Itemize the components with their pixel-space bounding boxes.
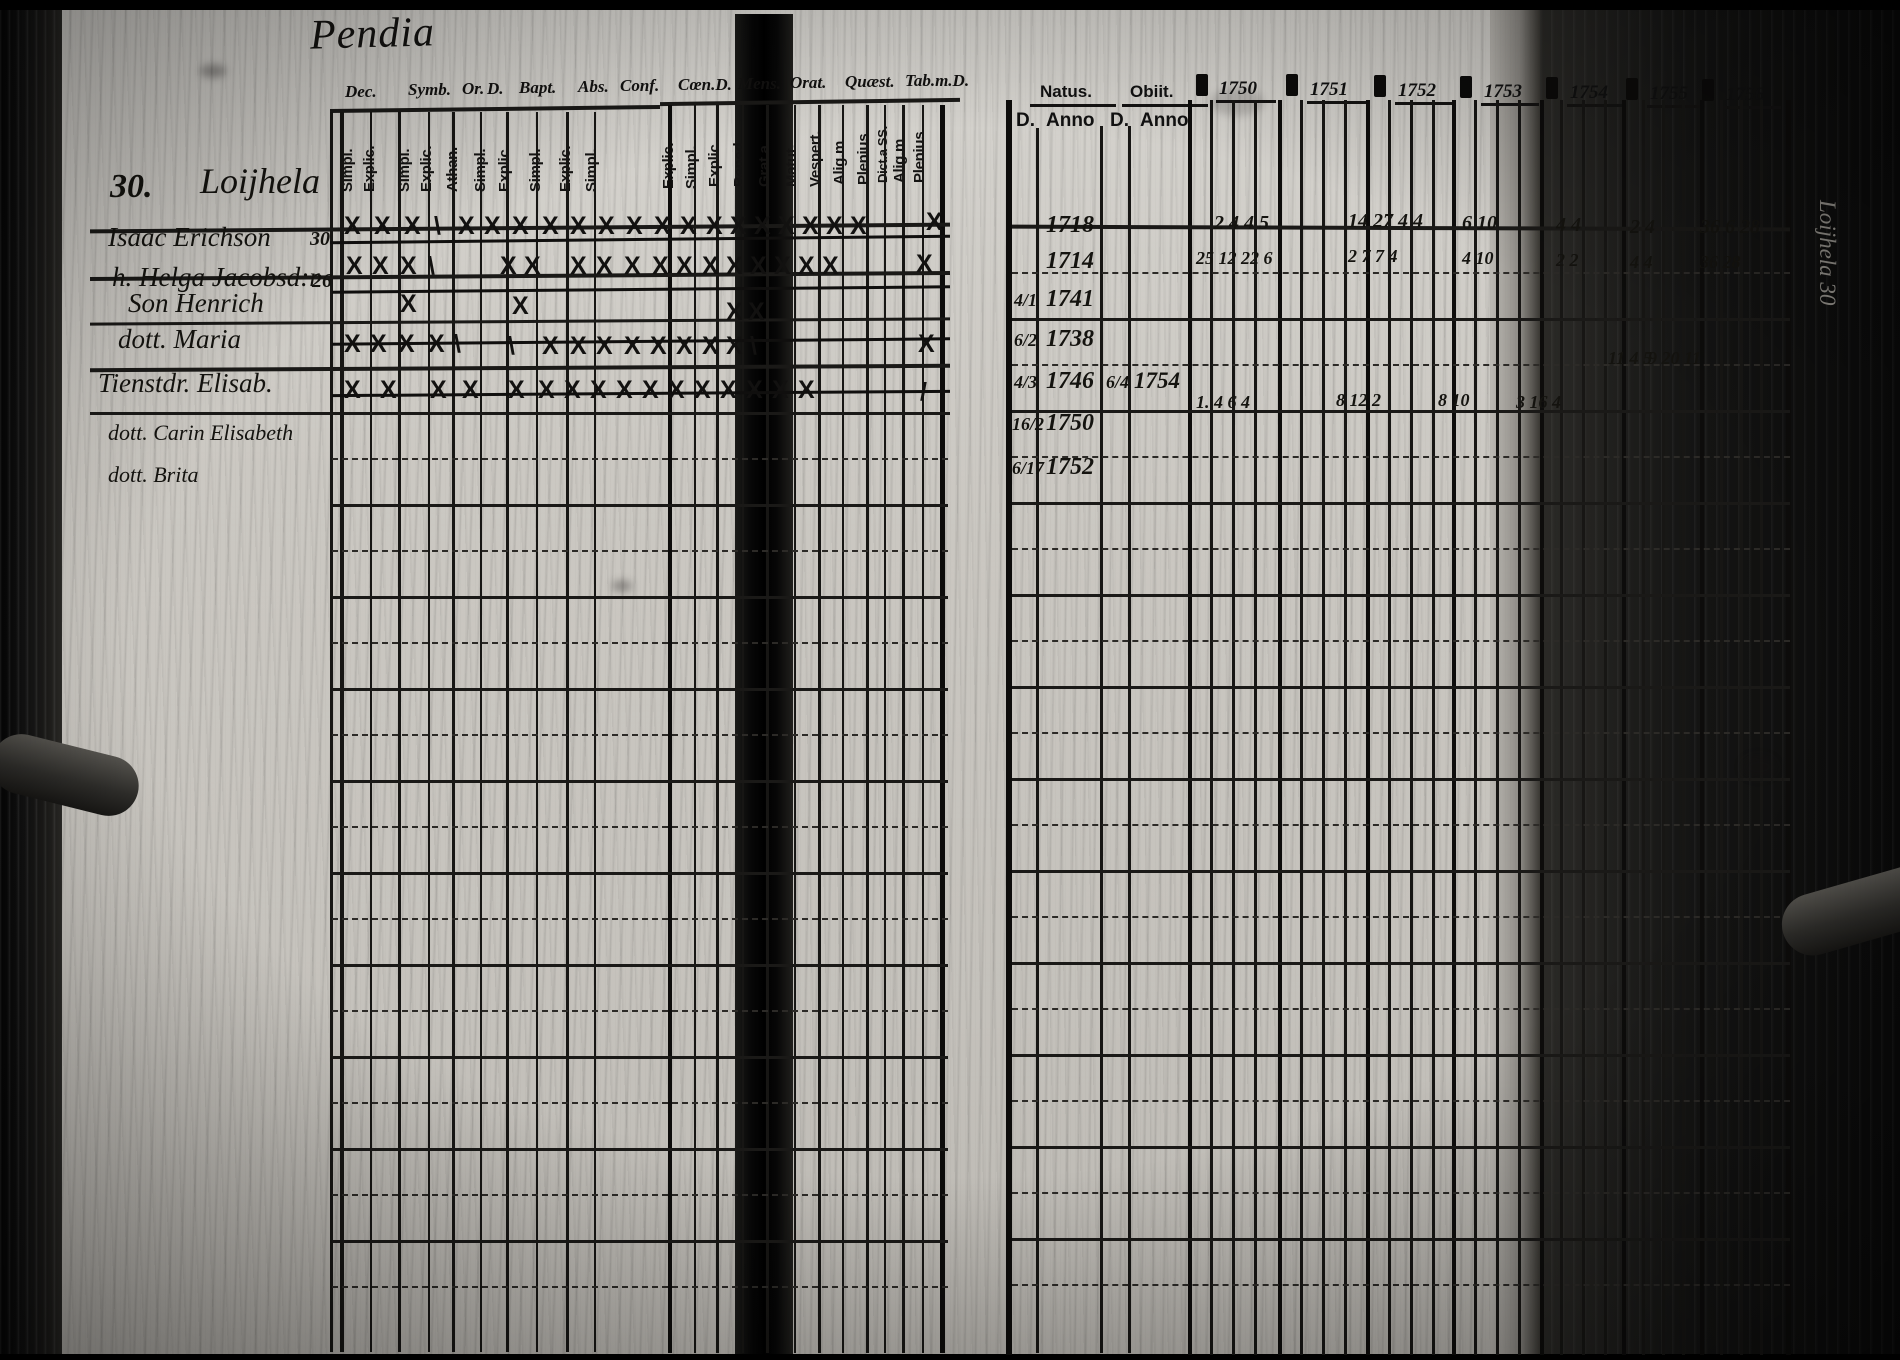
year-header-3: 1753 [1484, 81, 1522, 102]
sublabel-9: Simpl. [583, 148, 600, 192]
sublabel-6: Explic. [496, 145, 513, 192]
sublabel-11: Simpl. [683, 145, 700, 189]
entry-name-5: Tienstdr. Elisab. [98, 368, 273, 398]
header-quaest: Quæst. [845, 72, 895, 91]
obiit-header: Obiit. [1130, 82, 1174, 101]
header-dec: Dec. [345, 82, 377, 101]
natus-sub-d: D. [1016, 110, 1035, 131]
header-orat: Orat. [790, 73, 827, 92]
sublabel-18: Plenius [855, 133, 872, 185]
entry-extra-1: 30 [310, 228, 330, 250]
natus-header: Natus. [1040, 82, 1092, 101]
entry-name-7: dott. Brita [108, 462, 199, 487]
obiit-sub-anno: Anno [1140, 110, 1189, 131]
page-title: Pendia [309, 9, 436, 59]
natus-anno-4: 1746 [1046, 368, 1094, 394]
top-black-band [0, 0, 1900, 10]
entry-number-0: 30. [110, 168, 153, 205]
cell-1753-r4: 3 16 4 [1516, 392, 1561, 412]
sublabel-14: Grat.a [756, 145, 773, 187]
bottom-black-band [0, 1354, 1900, 1360]
cell-1754-r0: 2 4 [1630, 216, 1655, 238]
cell-1752-r4: 8 10 [1438, 390, 1470, 410]
header-coend: Cœn.D. [678, 75, 732, 94]
natus-d-4: 4/3 [1014, 372, 1038, 392]
natus-anno-1: 1714 [1046, 248, 1094, 274]
margin-note: Loijhela 30 [1815, 200, 1840, 306]
cell-1753-r0: 4 4 [1556, 214, 1581, 236]
natus-anno-0: 1718 [1046, 212, 1094, 238]
cell-1753-r1: 2 2 [1556, 250, 1579, 270]
header-symb: Symb. [408, 80, 451, 99]
entry-name-2: h. Helga Jacobsd:r [112, 262, 320, 292]
header-bapt: Bapt. [519, 78, 557, 97]
natus-anno-3: 1738 [1046, 326, 1094, 352]
entry-name-3: Son Henrich [128, 288, 264, 318]
left-page [60, 0, 780, 1360]
sublabel-16: Vespert. [807, 131, 824, 187]
sublabel-17: Alig.m [831, 140, 848, 185]
natus-d-2: 4/1 [1014, 290, 1038, 310]
cell-1751-r4: 8 12 2 [1336, 390, 1381, 410]
cell-1751-r1: 2 7 7 4 [1348, 246, 1398, 266]
obiit-sub-d: D. [1110, 110, 1129, 131]
sublabel-15: Matut. [783, 144, 800, 187]
cell-1752-r1: 4 10 [1462, 248, 1494, 268]
header-or: Or. [462, 79, 485, 98]
header-abs: Abs. [578, 77, 609, 96]
sublabel-21: Plenius [911, 131, 928, 183]
header-d: D. [487, 79, 504, 98]
sublabel-13: Bened. [731, 138, 748, 187]
natus-d-6: 6/17 [1012, 458, 1045, 478]
cell-1755-r1: 36 28 [1700, 252, 1741, 272]
year-header-2: 1752 [1398, 80, 1436, 101]
entry-name-4: dott. Maria [118, 324, 242, 354]
natus-d-5: 16/2 [1012, 414, 1045, 434]
cell-1752-r0: 6 10 [1462, 212, 1497, 234]
cell-1755-r0: 36 6 28 [1700, 216, 1760, 238]
natus-anno-2: 1741 [1046, 286, 1094, 312]
year-header-6: 1756 [1726, 84, 1764, 105]
cell-1755-r3: 9 20 11 [1648, 348, 1702, 368]
cell-1754-r3: 11 4 5 [1608, 348, 1653, 368]
natus-d-3: 6/2 [1014, 330, 1038, 350]
cell-1750-r1: 25 12 22 6 [1196, 248, 1273, 268]
entry-name-6: dott. Carin Elisabeth [108, 420, 294, 445]
cell-1754-r1: 4 4 [1630, 252, 1653, 272]
header-conf: Conf. [620, 76, 660, 95]
obiit-d-4: 6/4 [1106, 372, 1130, 392]
left-dark-margin [0, 0, 62, 1360]
cell-1750-r4: 1. 4 6 4 [1196, 392, 1250, 412]
right-page [790, 0, 1510, 1360]
entry-extra-2: 26 [312, 270, 332, 292]
year-header-1: 1751 [1310, 79, 1348, 100]
natus-anno-5: 1750 [1046, 410, 1094, 436]
natus-sub-anno: Anno [1046, 110, 1095, 131]
year-header-5: 1755 [1650, 83, 1688, 104]
year-header-4: 1754 [1570, 82, 1608, 103]
entry-name-0: Loijhela [200, 161, 321, 201]
year-header-0: 1750 [1219, 78, 1257, 99]
header-mens: Mens. [738, 74, 781, 93]
sublabel-20: Alig.m [891, 138, 908, 183]
cell-1751-r0: 14 27 4 4 [1348, 210, 1423, 232]
cell-1750-r0: 2 4 4 5 [1214, 212, 1269, 234]
obiit-anno-4: 1754 [1134, 368, 1180, 393]
sublabel-12: Explic. [706, 140, 723, 187]
natus-anno-6: 1752 [1046, 454, 1094, 480]
sublabel-19: Dict.a SS. [875, 126, 890, 183]
sublabel-3: Explic. [418, 145, 435, 192]
header-tabmd: Tab.m.D. [905, 71, 970, 90]
entry-name-1: Isaac Erichson [108, 222, 271, 252]
